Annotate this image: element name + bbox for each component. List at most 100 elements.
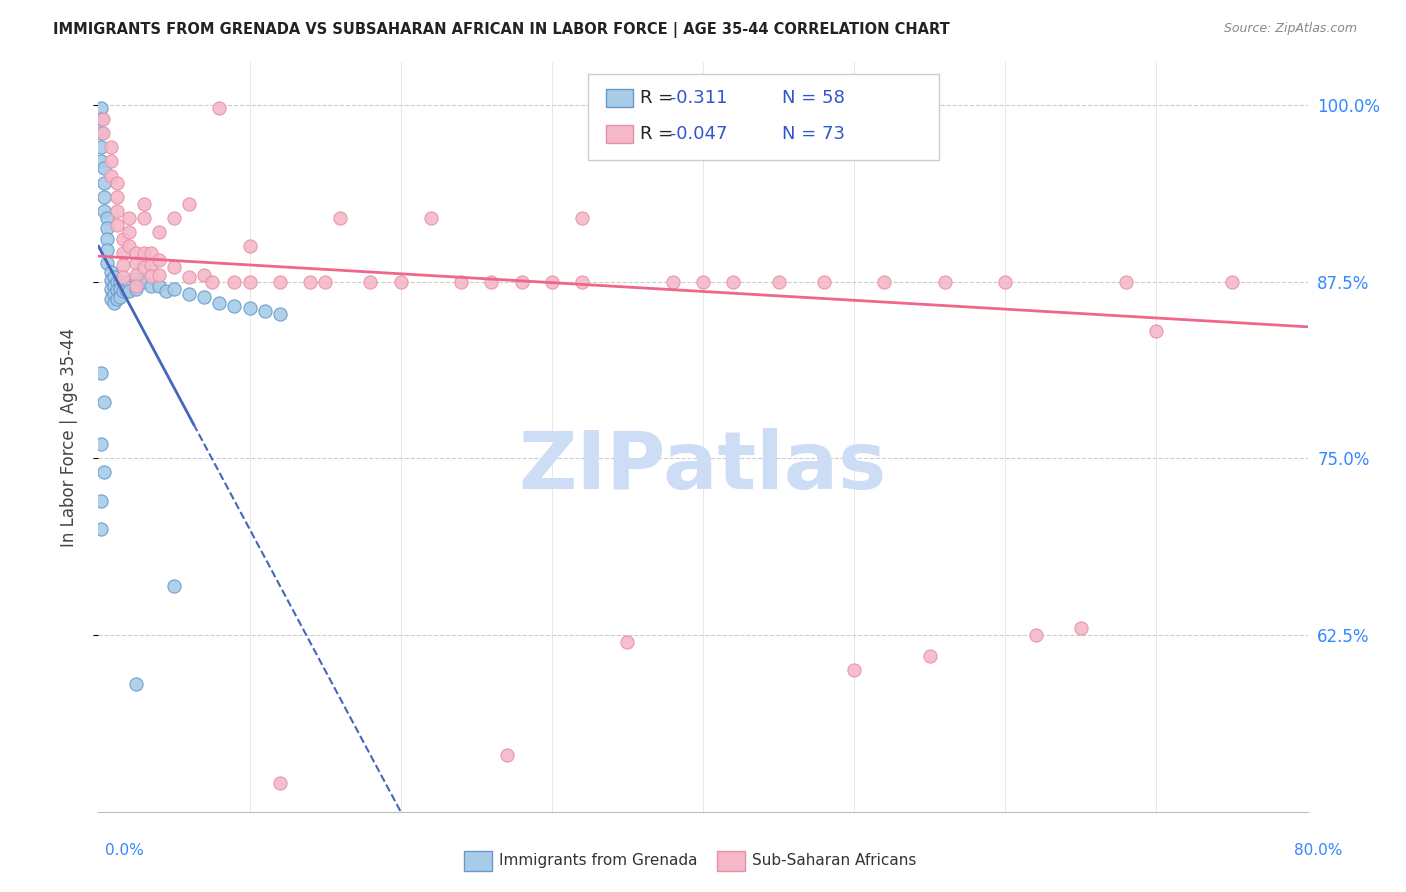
Text: R =: R = — [640, 89, 679, 107]
Y-axis label: In Labor Force | Age 35-44: In Labor Force | Age 35-44 — [59, 327, 77, 547]
Point — [103, 278, 125, 293]
Point — [111, 246, 134, 260]
Point — [179, 196, 201, 211]
Point — [450, 275, 472, 289]
Point — [148, 225, 170, 239]
Point — [208, 295, 231, 310]
Point — [125, 256, 148, 270]
Point — [420, 211, 443, 225]
Point — [96, 256, 118, 270]
Text: 0.0%: 0.0% — [105, 843, 145, 858]
Point — [93, 466, 115, 480]
Point — [193, 268, 215, 282]
Point — [148, 278, 170, 293]
Point — [813, 275, 835, 289]
Point — [163, 260, 186, 275]
Point — [163, 211, 186, 225]
Point — [692, 275, 714, 289]
Point — [329, 211, 352, 225]
Point — [118, 275, 141, 289]
Point — [111, 258, 134, 272]
Point — [108, 275, 131, 289]
Bar — [606, 88, 633, 107]
Text: N = 58: N = 58 — [782, 89, 845, 107]
Point — [253, 304, 276, 318]
Text: -0.047: -0.047 — [664, 126, 728, 144]
Point — [934, 275, 956, 289]
Point — [1115, 275, 1137, 289]
Point — [90, 140, 112, 154]
Point — [125, 246, 148, 260]
Point — [132, 246, 155, 260]
Text: ZIPatlas: ZIPatlas — [519, 428, 887, 506]
Point — [93, 190, 115, 204]
Text: Source: ZipAtlas.com: Source: ZipAtlas.com — [1223, 22, 1357, 36]
Point — [105, 275, 128, 289]
Point — [495, 748, 517, 763]
Point — [118, 285, 141, 299]
Point — [224, 299, 246, 313]
Point — [90, 522, 112, 536]
Point — [105, 176, 128, 190]
Point — [125, 268, 148, 282]
Point — [661, 275, 683, 289]
Point — [105, 292, 128, 306]
Point — [571, 211, 593, 225]
Point — [179, 270, 201, 285]
Text: Sub-Saharan Africans: Sub-Saharan Africans — [752, 854, 917, 868]
Point — [108, 282, 131, 296]
Point — [314, 275, 336, 289]
Text: R =: R = — [640, 126, 679, 144]
Point — [141, 246, 163, 260]
Point — [918, 649, 941, 664]
Point — [100, 154, 122, 169]
FancyBboxPatch shape — [588, 74, 939, 160]
Point — [90, 437, 112, 451]
Point — [105, 218, 128, 232]
Point — [132, 260, 155, 275]
Point — [239, 275, 262, 289]
Point — [360, 275, 382, 289]
Point — [125, 677, 148, 691]
Text: 80.0%: 80.0% — [1295, 843, 1343, 858]
Point — [239, 301, 262, 316]
Text: Immigrants from Grenada: Immigrants from Grenada — [499, 854, 697, 868]
Point — [201, 275, 224, 289]
Point — [1070, 621, 1092, 635]
Point — [96, 211, 118, 225]
Point — [96, 244, 118, 258]
Point — [93, 394, 115, 409]
Point — [768, 275, 790, 289]
Point — [125, 282, 148, 296]
Text: IMMIGRANTS FROM GRENADA VS SUBSAHARAN AFRICAN IN LABOR FORCE | AGE 35-44 CORRELA: IMMIGRANTS FROM GRENADA VS SUBSAHARAN AF… — [53, 22, 950, 38]
Point — [103, 287, 125, 301]
Point — [114, 283, 136, 297]
Point — [100, 292, 122, 306]
Point — [540, 275, 562, 289]
Point — [91, 112, 114, 126]
Point — [118, 239, 141, 253]
Point — [155, 285, 177, 299]
Point — [111, 270, 134, 285]
Point — [105, 283, 128, 297]
Point — [105, 203, 128, 218]
Point — [208, 101, 231, 115]
Point — [111, 285, 134, 299]
Point — [100, 265, 122, 279]
Point — [93, 203, 115, 218]
Point — [163, 282, 186, 296]
Point — [90, 101, 112, 115]
Point — [132, 275, 155, 289]
Point — [93, 161, 115, 176]
Point — [108, 290, 131, 304]
Point — [510, 275, 533, 289]
Point — [114, 275, 136, 289]
Point — [132, 211, 155, 225]
Point — [1024, 628, 1046, 642]
Point — [616, 101, 638, 115]
Point — [723, 275, 745, 289]
Point — [389, 275, 412, 289]
Point — [103, 270, 125, 285]
Point — [994, 275, 1017, 289]
Point — [844, 664, 866, 678]
